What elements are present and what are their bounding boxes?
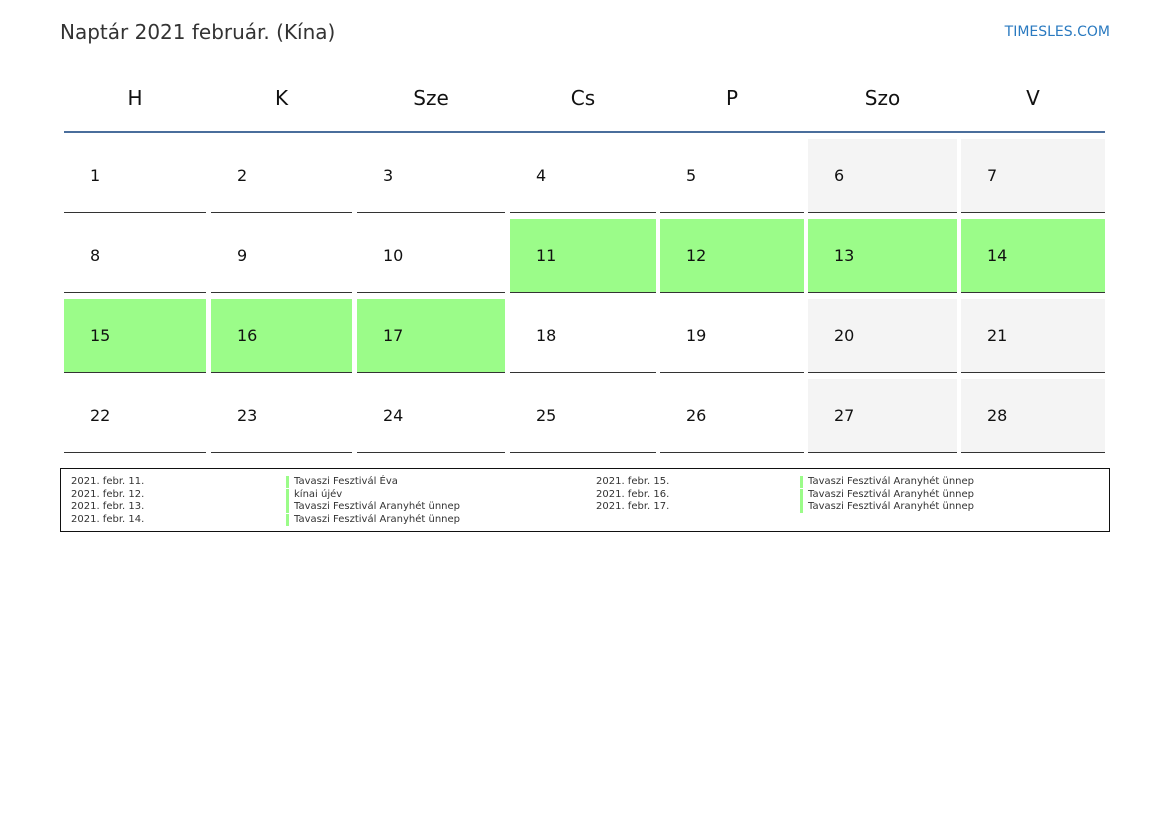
day-cell[interactable]: 2 [211,139,352,213]
weekday-header: P [725,86,739,110]
day-cell[interactable]: 7 [961,139,1105,213]
day-cell[interactable]: 17 [357,299,505,373]
holiday-date: 2021. febr. 16. [596,488,670,500]
holiday-name: Tavaszi Fesztivál Aranyhét ünnep [286,513,460,526]
day-cell[interactable]: 4 [510,139,656,213]
header-divider [64,131,1105,133]
day-cell[interactable]: 12 [660,219,804,293]
holiday-date: 2021. febr. 15. [596,476,670,487]
day-cell[interactable]: 18 [510,299,656,373]
holiday-name: Tavaszi Fesztivál Aranyhét ünnep [286,501,460,513]
day-cell[interactable]: 27 [808,379,957,453]
holiday-legend: 2021. febr. 11. Tavaszi Fesztivál Éva 2021… [60,468,1110,532]
day-cell[interactable]: 20 [808,299,957,373]
day-cell[interactable]: 3 [357,139,505,213]
holiday-name: Tavaszi Fesztivál Aranyhét ünnep [800,501,974,513]
holiday-date: 2021. febr. 11. [71,476,145,487]
holiday-name: Tavaszi Fesztivál Aranyhét ünnep [800,488,974,501]
day-cell[interactable]: 1 [64,139,206,213]
day-cell[interactable]: 21 [961,299,1105,373]
day-cell[interactable]: 9 [211,219,352,293]
weekday-header: Sze [413,86,449,110]
page-title: Naptár 2021 február. (Kína) [60,20,336,44]
holiday-date: 2021. febr. 14. [71,513,145,525]
day-cell[interactable]: 11 [510,219,656,293]
day-cell[interactable]: 23 [211,379,352,453]
holiday-date: 2021. febr. 13. [71,501,145,512]
weekday-header: K [274,86,289,110]
day-cell[interactable]: 8 [64,219,206,293]
holiday-date: 2021. febr. 17. [596,501,670,512]
day-cell[interactable]: 14 [961,219,1105,293]
day-cell[interactable]: 26 [660,379,804,453]
day-cell[interactable]: 10 [357,219,505,293]
day-cell[interactable]: 16 [211,299,352,373]
holiday-name: Tavaszi Fesztivál Aranyhét ünnep [800,476,974,488]
day-cell[interactable]: 6 [808,139,957,213]
weekday-header: Szo [864,86,901,110]
day-cell[interactable]: 13 [808,219,957,293]
day-cell[interactable]: 19 [660,299,804,373]
day-cell[interactable]: 22 [64,379,206,453]
day-cell[interactable]: 5 [660,139,804,213]
day-cell[interactable]: 25 [510,379,656,453]
day-cell[interactable]: 15 [64,299,206,373]
day-cell[interactable]: 24 [357,379,505,453]
holiday-name: kínai újév [286,488,342,501]
weekday-header: Cs [570,86,596,110]
brand-link[interactable]: TIMESLES.COM [1004,24,1110,40]
weekday-header: H [127,86,143,110]
holiday-name: Tavaszi Fesztivál Éva [286,476,398,488]
day-cell[interactable]: 28 [961,379,1105,453]
weekday-header: V [1026,86,1040,110]
holiday-date: 2021. febr. 12. [71,488,145,500]
